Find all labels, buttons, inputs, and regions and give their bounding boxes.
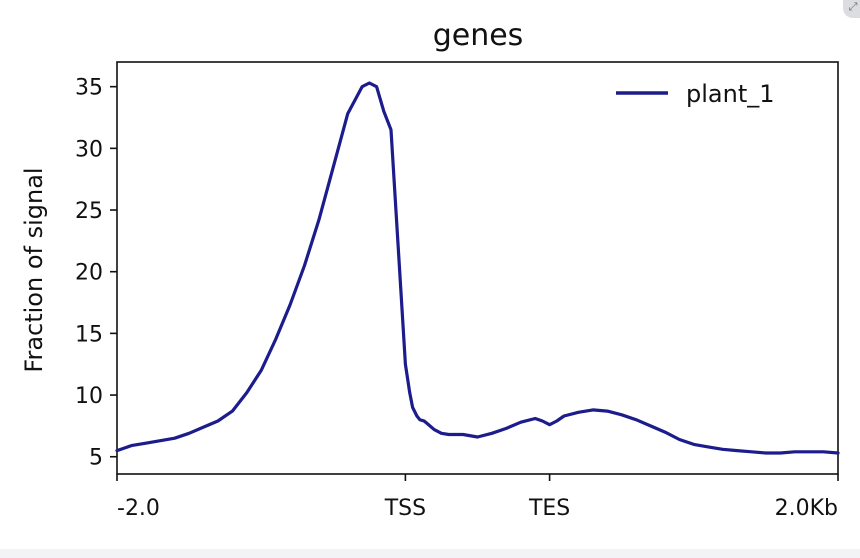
legend: plant_1	[616, 80, 775, 108]
series-line-plant-1	[115, 81, 840, 455]
x-tick-label: -2.0	[117, 496, 160, 521]
expand-icon[interactable]: ⤢	[843, 0, 860, 18]
page-bottom-band	[0, 549, 860, 558]
y-tick-label: 35	[75, 76, 103, 101]
y-tick-label: 30	[75, 137, 103, 162]
x-tick-label: TES	[528, 496, 570, 521]
y-axis-label: Fraction of signal	[20, 167, 48, 372]
x-tick-label: 2.0Kb	[775, 496, 838, 521]
legend-label-plant-1: plant_1	[686, 80, 775, 108]
y-tick-label: 10	[75, 384, 103, 409]
axes-frame	[116, 61, 839, 475]
chart-title: genes	[433, 18, 524, 53]
y-tick-label: 15	[75, 322, 103, 347]
y-tick-label: 5	[89, 446, 103, 471]
x-tick-label: TSS	[384, 496, 426, 521]
plot-area: 5 10 15 20 25 30 35 -2.0 TSS TES 2.0Kb	[75, 61, 840, 521]
y-tick-label: 25	[75, 199, 103, 224]
y-tick-label: 20	[75, 261, 103, 286]
